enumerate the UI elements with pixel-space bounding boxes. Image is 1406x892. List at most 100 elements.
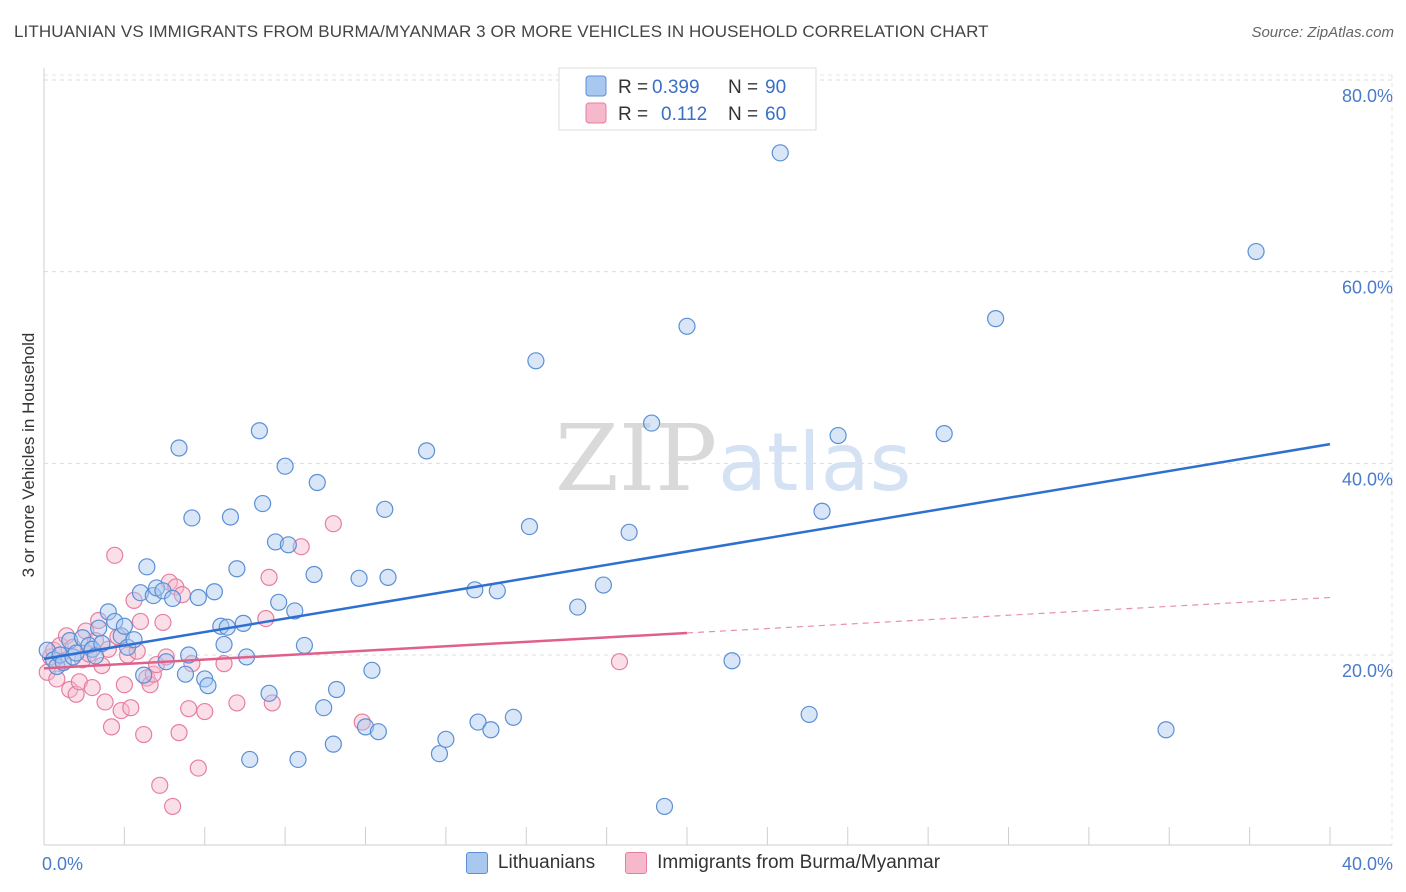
gridlines <box>44 74 1393 845</box>
data-point <box>115 676 133 694</box>
data-point <box>610 653 629 671</box>
data-point <box>935 425 953 443</box>
data-point <box>241 750 259 769</box>
data-point <box>569 598 587 616</box>
data-point <box>112 701 130 720</box>
data-point <box>987 310 1005 328</box>
data-point <box>131 584 150 602</box>
trend-lines <box>43 442 1331 670</box>
data-point <box>254 494 272 513</box>
data-point <box>594 576 613 594</box>
data-point <box>379 568 397 586</box>
data-point <box>257 609 275 628</box>
data-point <box>106 546 124 564</box>
data-point <box>250 422 269 440</box>
legend-r-value-1: 0.399 <box>652 77 700 98</box>
data-point <box>263 694 281 712</box>
data-point <box>286 602 304 620</box>
chart-source: Source: ZipAtlas.com <box>1251 24 1394 41</box>
watermark-zip: ZIP <box>555 405 717 512</box>
data-point <box>324 515 342 533</box>
data-point <box>260 684 278 702</box>
x-tick-labels: 0.0% 40.0% <box>42 854 1393 874</box>
watermark: ZIP atlas <box>555 405 911 512</box>
data-point <box>829 426 847 445</box>
data-point <box>520 517 539 536</box>
data-point <box>221 508 240 526</box>
data-point <box>356 718 375 736</box>
data-point <box>437 730 455 748</box>
y-tick-label: 60.0% <box>1342 278 1393 298</box>
data-point <box>96 693 114 711</box>
legend-n-value-1: 90 <box>765 77 786 98</box>
data-point <box>417 442 436 460</box>
data-point <box>800 705 818 724</box>
x-tick-marks <box>43 827 1331 845</box>
data-point <box>295 636 314 655</box>
data-point <box>170 439 188 457</box>
data-point <box>430 745 449 763</box>
data-point <box>141 676 159 694</box>
data-point <box>1247 242 1265 261</box>
data-point <box>771 144 789 162</box>
trend-line-burma-extension <box>686 596 1331 634</box>
data-point <box>180 700 198 718</box>
watermark-atlas: atlas <box>718 416 911 509</box>
y-tick-labels: 20.0% 40.0% 60.0% 80.0% <box>1342 86 1393 681</box>
axes <box>43 68 1392 846</box>
legend-swatch-lithuanians-bottom <box>465 852 488 874</box>
x-tick-label: 40.0% <box>1342 854 1393 874</box>
data-point <box>1157 721 1175 739</box>
data-point <box>643 414 661 432</box>
data-point <box>102 718 121 736</box>
data-point <box>228 560 246 578</box>
data-point <box>369 723 387 741</box>
data-point <box>48 670 66 688</box>
data-point <box>305 565 323 584</box>
legend-n-label-1: N = <box>728 77 758 98</box>
data-point <box>106 612 124 631</box>
legend-swatch-burma-bottom <box>625 852 648 874</box>
data-point <box>122 699 140 717</box>
trend-line-lithuanians <box>43 442 1331 661</box>
data-point <box>276 457 294 475</box>
data-point <box>279 536 297 554</box>
legend-r-label-1: R = <box>618 77 648 98</box>
data-point <box>376 500 394 518</box>
chart-title: LITHUANIAN VS IMMIGRANTS FROM BURMA/MYAN… <box>14 22 989 41</box>
data-point <box>482 721 500 739</box>
data-point <box>115 617 133 635</box>
data-point <box>164 797 182 816</box>
data-point <box>620 523 638 541</box>
data-point <box>83 678 101 697</box>
data-point <box>90 619 108 637</box>
data-point <box>196 702 214 721</box>
data-point <box>266 533 285 551</box>
y-axis-label: 3 or more Vehicles in Household <box>19 333 38 578</box>
data-point <box>655 797 674 816</box>
data-point <box>723 652 741 670</box>
bottom-legend-burma: Immigrants from Burma/Myanmar <box>625 852 940 874</box>
data-point <box>289 750 307 769</box>
legend: R = 0.399 N = 90 R = 0.112 N = 60 <box>558 67 817 131</box>
data-point <box>189 588 207 607</box>
data-point <box>131 612 150 631</box>
data-point <box>154 613 172 632</box>
data-point <box>350 569 368 587</box>
legend-r-value-2: 0.112 <box>661 104 707 125</box>
data-point <box>51 636 69 655</box>
data-point <box>176 665 195 683</box>
legend-swatch-lithuanians <box>585 75 607 97</box>
legend-n-value-2: 60 <box>765 104 786 125</box>
data-point <box>199 677 217 695</box>
data-point <box>170 724 188 742</box>
x-tick-label: 0.0% <box>42 854 83 874</box>
trend-line-burma <box>43 631 688 670</box>
data-point <box>138 558 156 576</box>
legend-label-lithuanians: Lithuanians <box>497 852 596 873</box>
data-point <box>205 583 223 601</box>
legend-n-label-2: N = <box>728 104 758 125</box>
bottom-legend-lithuanians: Lithuanians <box>465 852 596 874</box>
data-point <box>469 713 487 731</box>
